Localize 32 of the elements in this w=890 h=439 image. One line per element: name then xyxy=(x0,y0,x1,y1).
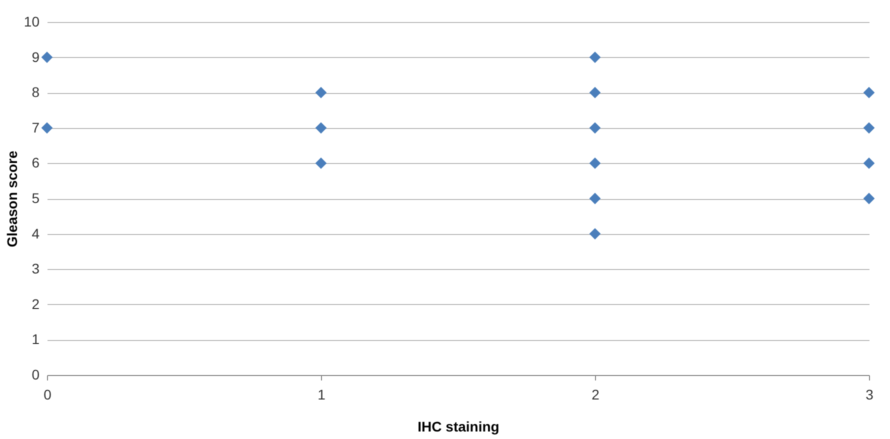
y-tick-label: 1 xyxy=(32,331,40,348)
point xyxy=(315,86,327,98)
x-tick-label: 1 xyxy=(318,386,326,402)
point xyxy=(589,122,601,134)
y-tick-label: 4 xyxy=(32,225,40,242)
point xyxy=(589,86,601,98)
y-tick-label: 7 xyxy=(32,119,40,136)
y-tick-label: 9 xyxy=(32,48,40,65)
point xyxy=(863,86,875,98)
y-tick-label: 2 xyxy=(32,296,40,312)
point xyxy=(41,122,53,134)
y-tick-label: 0 xyxy=(32,366,40,382)
y-tick-label: 6 xyxy=(32,154,40,171)
point xyxy=(863,158,875,169)
point xyxy=(315,122,327,134)
y-tick-label: 10 xyxy=(24,14,40,30)
y-axis-title: Gleason score xyxy=(4,150,20,248)
point xyxy=(589,192,601,204)
point xyxy=(589,52,601,63)
point xyxy=(863,192,875,204)
point xyxy=(589,158,601,169)
point xyxy=(315,158,327,169)
x-tick-label: 3 xyxy=(866,386,874,402)
y-tick-label: 5 xyxy=(32,190,40,206)
x-tick-label: 0 xyxy=(44,386,52,402)
y-tick-label: 8 xyxy=(32,84,40,100)
point xyxy=(863,122,875,134)
x-tick-label: 2 xyxy=(592,386,600,402)
y-tick-label: 3 xyxy=(32,260,40,277)
x-axis-title: IHC staining xyxy=(418,418,500,434)
point xyxy=(589,228,601,240)
point xyxy=(41,52,53,63)
